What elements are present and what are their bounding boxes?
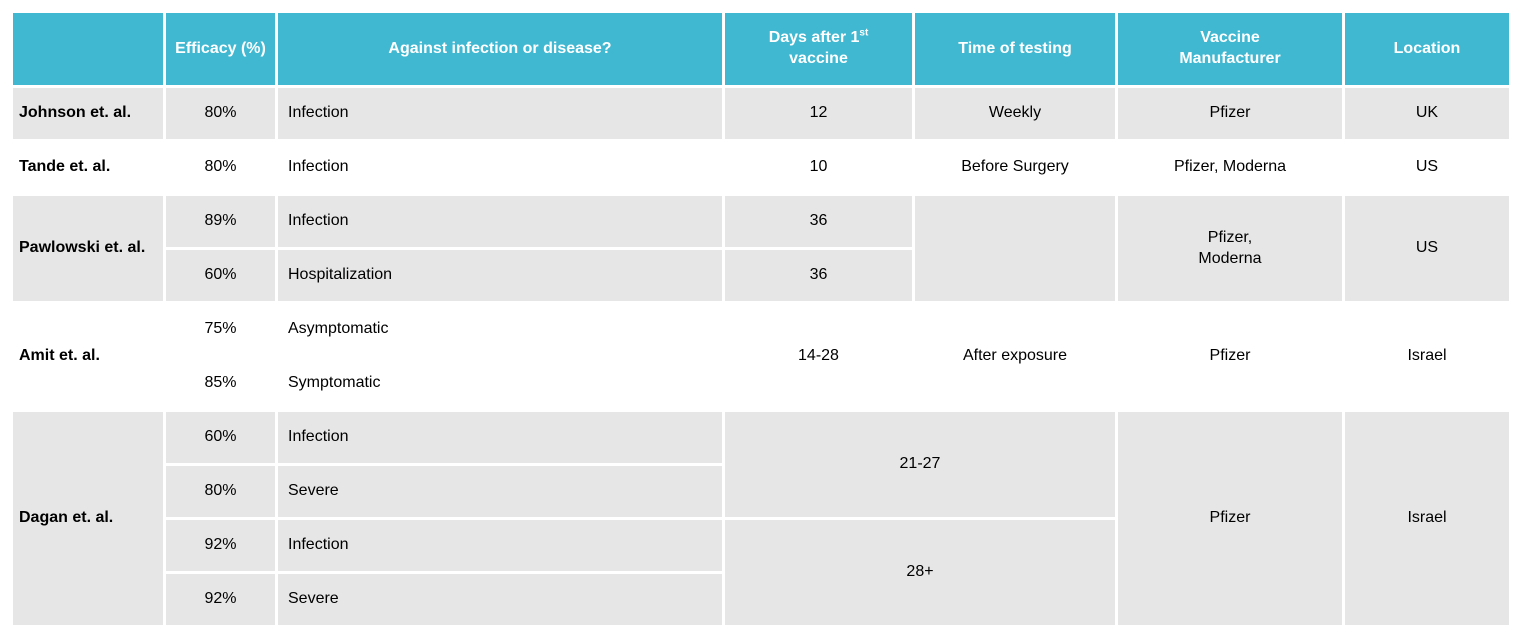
cell-tande-location: US [1342, 139, 1512, 196]
cell-pawlowski-against-1: Hospitalization [275, 247, 725, 304]
cell-pawlowski-efficacy-1: 60% [163, 247, 278, 304]
cell-dagan-location: Israel [1342, 409, 1512, 628]
cell-johnson-manufacturer: Pfizer [1115, 85, 1345, 142]
cell-pawlowski-time [912, 193, 1118, 304]
row-dagan-4: 92% Severe [12, 571, 1511, 628]
cell-tande-days: 10 [722, 139, 915, 196]
cell-tande-time: Before Surgery [912, 139, 1118, 196]
vaccine-efficacy-table: Efficacy (%) Against infection or diseas… [10, 10, 1512, 628]
cell-johnson-efficacy: 80% [163, 85, 278, 142]
cell-dagan-efficacy-0: 60% [163, 409, 278, 466]
cell-tande-manufacturer: Pfizer, Moderna [1115, 139, 1345, 196]
row-amit-2: 85% Symptomatic [12, 355, 1511, 412]
cell-pawlowski-location: US [1342, 193, 1512, 304]
table-header: Efficacy (%) Against infection or diseas… [10, 10, 1512, 88]
cell-amit-location: Israel [1342, 301, 1512, 412]
header-location: Location [1342, 10, 1512, 88]
header-manufacturer: Vaccine Manufacturer [1115, 10, 1345, 88]
cell-amit-days: 14-28 [722, 301, 915, 412]
header-days: Days after 1st vaccine [722, 10, 915, 88]
header-efficacy: Efficacy (%) [163, 10, 278, 88]
cell-dagan-name: Dagan et. al. [10, 409, 166, 628]
cell-dagan-against-3: Severe [275, 571, 725, 628]
cell-dagan-days-0: 21-27 [722, 409, 1118, 520]
table-body: Johnson et. al. 80% Infection 12 Weekly … [10, 85, 1512, 628]
cell-amit-against-0: Asymptomatic [275, 301, 725, 358]
row-dagan-2: 80% Severe [12, 463, 1511, 520]
cell-dagan-efficacy-2: 92% [163, 517, 278, 574]
cell-pawlowski-against-0: Infection [275, 193, 725, 250]
row-johnson: Johnson et. al. 80% Infection 12 Weekly … [10, 85, 1512, 142]
cell-johnson-name: Johnson et. al. [10, 85, 166, 142]
header-study [10, 10, 166, 88]
cell-dagan-efficacy-3: 92% [163, 571, 278, 628]
header-against: Against infection or disease? [275, 10, 725, 88]
row-pawlowski-1: Pawlowski et. al. 89% Infection 36 Pfize… [10, 193, 1512, 304]
cell-tande-against: Infection [275, 139, 725, 196]
cell-amit-against-1: Symptomatic [275, 355, 725, 412]
cell-johnson-time: Weekly [912, 85, 1118, 142]
cell-dagan-against-1: Severe [275, 463, 725, 520]
cell-dagan-efficacy-1: 80% [163, 463, 278, 520]
cell-amit-manufacturer: Pfizer [1115, 301, 1345, 412]
row-tande: Tande et. al. 80% Infection 10 Before Su… [10, 139, 1512, 196]
row-dagan-3: 92% Infection 28+ [12, 517, 1511, 628]
cell-amit-name: Amit et. al. [10, 301, 166, 412]
cell-dagan-against-2: Infection [275, 517, 725, 574]
cell-johnson-against: Infection [275, 85, 725, 142]
cell-amit-efficacy-0: 75% [163, 301, 278, 358]
cell-johnson-days: 12 [722, 85, 915, 142]
cell-amit-efficacy-1: 85% [163, 355, 278, 412]
cell-dagan-manufacturer: Pfizer [1115, 409, 1345, 628]
cell-amit-time: After exposure [912, 301, 1118, 412]
header-time: Time of testing [912, 10, 1118, 88]
header-row: Efficacy (%) Against infection or diseas… [10, 10, 1512, 88]
cell-dagan-days-1: 28+ [722, 517, 1118, 628]
header-days-text2: vaccine [789, 50, 848, 67]
row-dagan-1: Dagan et. al. 60% Infection 21-27 Pfizer… [10, 409, 1512, 628]
row-amit-1: Amit et. al. 75% Asymptomatic 14-28 Afte… [10, 301, 1512, 412]
header-days-text: Days after 1 [768, 29, 860, 47]
cell-tande-efficacy: 80% [163, 139, 278, 196]
cell-tande-name: Tande et. al. [10, 139, 166, 196]
cell-pawlowski-name: Pawlowski et. al. [10, 193, 166, 304]
cell-pawlowski-efficacy-0: 89% [163, 193, 278, 250]
header-days-ordinal: st [859, 27, 869, 39]
cell-pawlowski-manufacturer: Pfizer, Moderna [1115, 193, 1345, 304]
cell-pawlowski-days-1: 36 [722, 247, 915, 304]
cell-pawlowski-days-0: 36 [722, 193, 915, 250]
cell-dagan-against-0: Infection [275, 409, 725, 466]
cell-johnson-location: UK [1342, 85, 1512, 142]
row-pawlowski-2: 60% Hospitalization 36 [12, 247, 1511, 304]
